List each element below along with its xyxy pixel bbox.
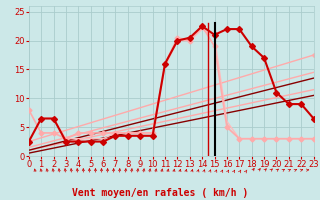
Text: Vent moyen/en rafales ( km/h ): Vent moyen/en rafales ( km/h ) [72,188,248,198]
